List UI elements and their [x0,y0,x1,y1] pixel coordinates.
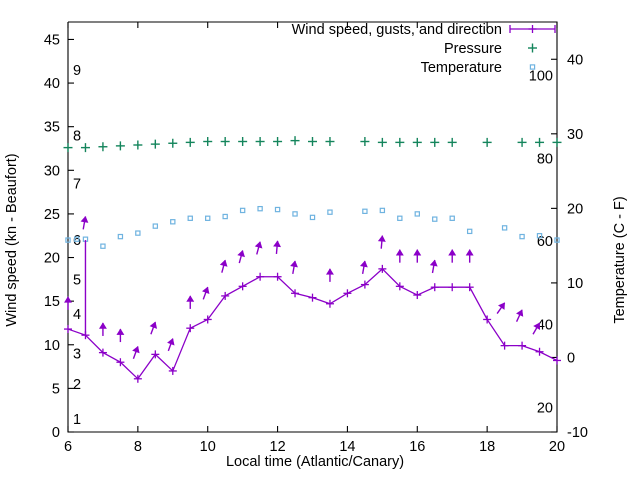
legend-label-2: Temperature [421,60,502,76]
y-tick-label-20: 20 [44,251,60,267]
x-tick-label-14: 14 [339,439,355,455]
series-temperature [65,205,560,249]
x-tick-label-8: 8 [134,439,142,455]
y2-tick-label-30: 30 [567,127,583,143]
x-tick-label-10: 10 [200,439,216,455]
beaufort-label-7: 7 [73,176,81,192]
y2-tick-label-0: 0 [567,350,575,366]
beaufort-label-4: 4 [73,307,81,323]
series-pressure [63,136,562,153]
x-axis-title: Local time (Atlantic/Canary) [226,454,404,470]
fahrenheit-label-20: 20 [537,400,553,416]
fahrenheit-label-80: 80 [537,151,553,167]
x-tick-label-12: 12 [270,439,286,455]
beaufort-label-5: 5 [73,272,81,288]
y-tick-label-30: 30 [44,163,60,179]
y2-axis-ticks: -10 0 10 20 30 40 [551,52,588,441]
fahrenheit-scale-labels: 20 40 60 80 100 [529,69,553,417]
y-tick-label-35: 35 [44,120,60,136]
fahrenheit-label-100: 100 [529,69,553,85]
fahrenheit-label-60: 60 [537,234,553,250]
beaufort-label-2: 2 [73,377,81,393]
legend-label-0: Wind speed, gusts, and direction [292,22,502,38]
beaufort-label-1: 1 [73,412,81,428]
y-tick-label-10: 10 [44,338,60,354]
y2-tick-label-10: 10 [567,276,583,292]
series-wind-speed [64,264,561,383]
x-tick-label-6: 6 [64,439,72,455]
y2-axis-title: Temperature (C - F) [612,196,628,323]
plot-frame [67,21,558,433]
x-axis-ticks: 6 8 10 12 14 16 18 20 [64,22,565,455]
y-tick-label-15: 15 [44,294,60,310]
legend-label-1: Pressure [444,41,502,57]
y-tick-label-0: 0 [52,425,60,441]
y-axis-title: Wind speed (kn - Beaufort) [4,153,20,326]
chart-legend: Wind speed, gusts, and direction Pressure… [292,22,556,76]
x-tick-label-20: 20 [549,439,565,455]
y-tick-label-25: 25 [44,207,60,223]
fahrenheit-label-40: 40 [537,318,553,334]
x-tick-label-16: 16 [409,439,425,455]
y-tick-label-40: 40 [44,76,60,92]
y-axis-ticks: 0 5 10 15 20 25 30 35 40 45 [44,32,74,441]
x-tick-label-18: 18 [479,439,495,455]
y2-tick-label-40: 40 [567,52,583,68]
beaufort-label-3: 3 [73,346,81,362]
y-tick-label-45: 45 [44,32,60,48]
y2-tick-label-20: 20 [567,201,583,217]
y-tick-label-5: 5 [52,381,60,397]
series-gusts [64,215,541,359]
beaufort-label-8: 8 [73,128,81,144]
y2-tick-label--10: -10 [567,425,588,441]
beaufort-label-9: 9 [73,63,81,79]
